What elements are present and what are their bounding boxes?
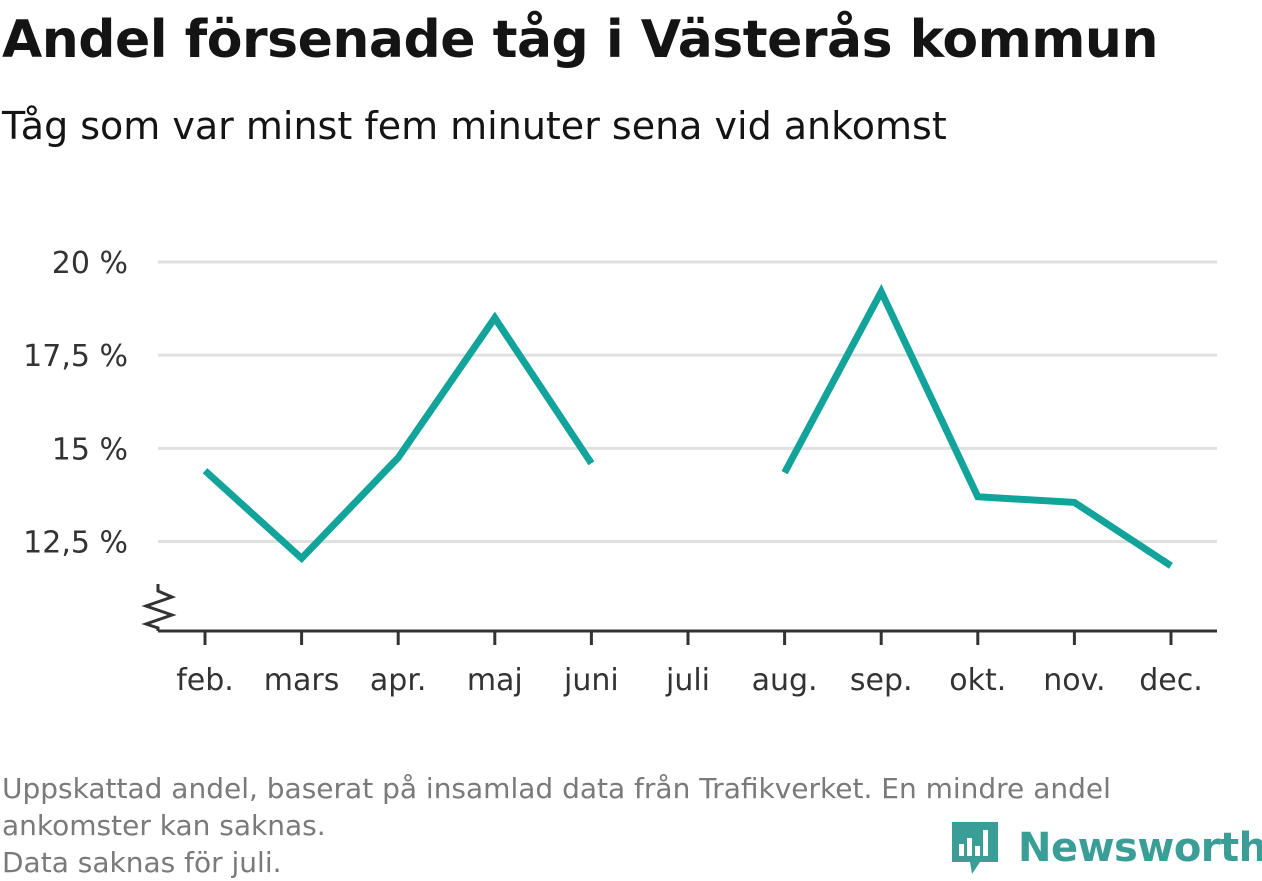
bar-chart-speech-bubble-icon bbox=[952, 822, 998, 874]
footnote-line-2: Data saknas för juli. bbox=[2, 846, 282, 879]
chart-title: Andel försenade tåg i Västerås kommun bbox=[2, 10, 1158, 70]
x-tick-label: juli bbox=[665, 663, 710, 698]
axis-break-icon bbox=[141, 584, 177, 631]
x-tick-label: maj bbox=[467, 663, 523, 698]
brand-logo: Newsworthy bbox=[950, 818, 1262, 878]
chart-subtitle: Tåg som var minst fem minuter sena vid a… bbox=[2, 104, 947, 148]
x-tick-label: juni bbox=[563, 663, 619, 698]
x-tick-label: aug. bbox=[752, 663, 818, 698]
y-tick-label: 15 % bbox=[52, 432, 128, 467]
line-chart: 12,5 % 15 % 17,5 % 20 % feb. mars apr. maj juni… bbox=[23, 246, 1217, 698]
x-axis-ticks: feb. mars apr. maj juni juli aug. sep. okt. nov. d… bbox=[176, 631, 1203, 698]
series-line bbox=[202, 284, 1173, 569]
x-tick-label: dec. bbox=[1139, 663, 1203, 698]
footnote: Uppskattad andel, baserat på insamlad da… bbox=[2, 770, 1247, 881]
y-tick-label: 17,5 % bbox=[23, 339, 128, 374]
x-tick-label: mars bbox=[264, 663, 340, 698]
brand-name: Newsworthy bbox=[1018, 825, 1262, 871]
y-tick-label: 12,5 % bbox=[23, 526, 128, 561]
x-tick-label: nov. bbox=[1043, 663, 1105, 698]
y-axis-tick-labels: 12,5 % 15 % 17,5 % 20 % bbox=[23, 246, 128, 561]
x-axis bbox=[141, 584, 1217, 633]
y-tick-label: 20 % bbox=[52, 246, 128, 281]
gridlines bbox=[158, 260, 1217, 544]
x-tick-label: apr. bbox=[370, 663, 427, 698]
x-tick-label: feb. bbox=[176, 663, 234, 698]
x-tick-label: okt. bbox=[949, 663, 1006, 698]
series-line-segment bbox=[781, 284, 1173, 569]
series-line-segment bbox=[202, 311, 595, 564]
x-tick-label: sep. bbox=[850, 663, 913, 698]
footnote-line-1: Uppskattad andel, baserat på insamlad da… bbox=[2, 772, 1111, 842]
